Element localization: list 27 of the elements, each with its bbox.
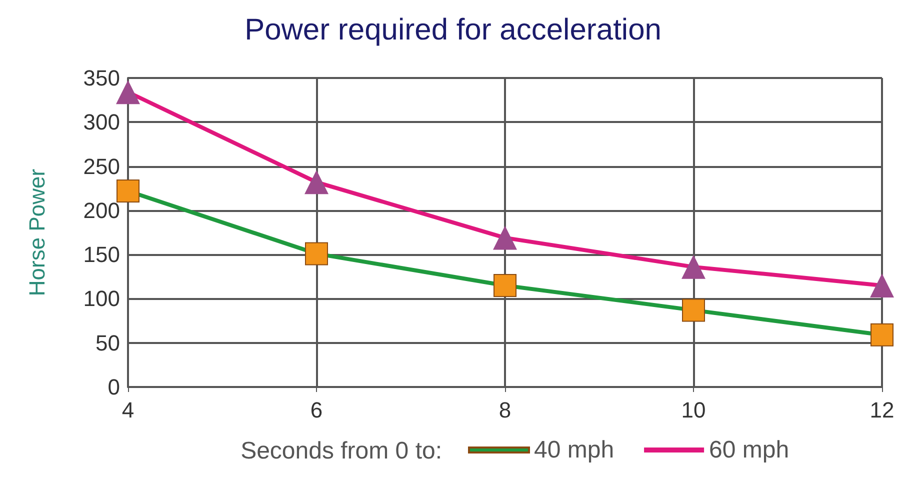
y-tick-label: 50 — [96, 330, 120, 356]
y-tick-label: 250 — [83, 154, 120, 179]
point — [493, 226, 517, 250]
point — [870, 273, 894, 298]
y-tick-label: 200 — [83, 198, 120, 223]
x-tick-label: 4 — [122, 398, 134, 422]
point — [682, 298, 705, 322]
y-tick-label: 0 — [108, 374, 120, 400]
x-tick-label: 10 — [681, 398, 706, 422]
legend-title: Seconds from 0 to: — [240, 438, 442, 464]
x-tick-label: 6 — [310, 398, 323, 422]
chart-title: Power required for acceleration — [244, 14, 662, 46]
legend-label: 60 mph — [709, 436, 790, 464]
point — [116, 180, 140, 203]
y-tick-label: 150 — [83, 242, 120, 268]
point — [682, 254, 706, 279]
y-axis-title: Horse Power — [24, 168, 50, 296]
y-tick-label: 300 — [83, 110, 120, 135]
legend-label: 40 mph — [534, 436, 614, 464]
point — [304, 170, 328, 194]
y-tick-label: 350 — [83, 66, 120, 90]
x-tick-label: 12 — [870, 398, 894, 422]
point — [305, 242, 328, 266]
point — [494, 274, 516, 297]
y-tick-label: 100 — [83, 286, 120, 312]
x-tick-label: 8 — [498, 398, 512, 422]
point — [870, 323, 894, 346]
